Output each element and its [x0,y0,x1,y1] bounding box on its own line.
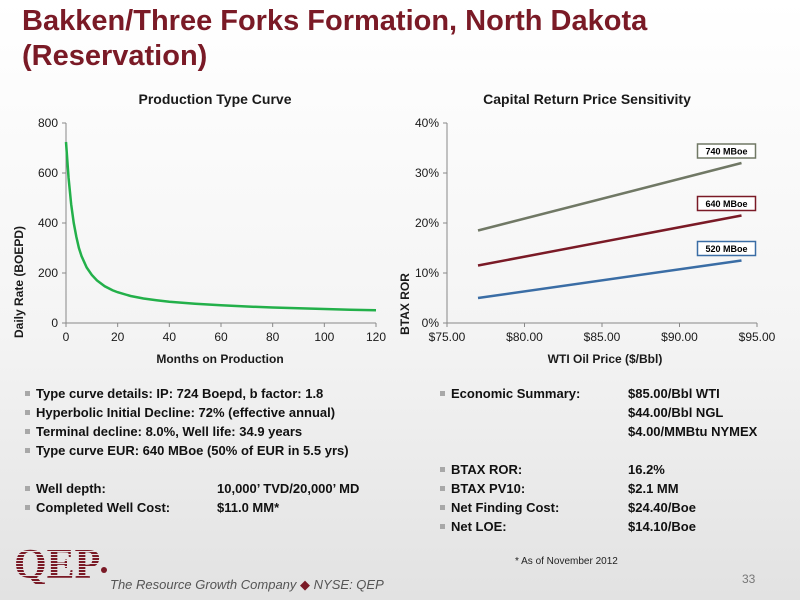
footer-tagline: The Resource Growth Company ◆ NYSE: QEP [110,577,384,592]
chart1-y-tick-label: 0 [51,316,58,330]
chart2-series-label-2: 520 MBoe [705,244,747,254]
chart2-series-label-box-2 [696,240,757,257]
chart1-x-tick-label: 0 [63,330,70,344]
chart1-x-tick-label: 120 [366,330,386,344]
btax-pv10-value: $2.1 MM [628,481,679,496]
chart2-series-label-0: 740 MBoe [705,147,747,157]
btax-ror-value: 16.2% [628,462,665,477]
chart1-series-line-0 [64,141,377,312]
bullet-completed-well-cost: Completed Well Cost: $11.0 MM* [25,498,405,517]
bullet-icon [25,410,30,416]
well-cost-value: $11.0 MM* [217,500,280,515]
chart2-y-tick-label: 0% [422,316,440,330]
bullet-icon [440,524,445,530]
chart2-series-label-box-0 [696,143,757,159]
chart2-series-line-2 [477,259,742,300]
net-finding-cost-value: $24.40/Boe [628,500,696,515]
bullet-btax-pv10: BTAX PV10: $2.1 MM [440,479,790,498]
chart1-x-tick-label: 100 [314,330,334,344]
bullet-economic-summary: Economic Summary: $85.00/Bbl WTI [440,384,790,403]
bullet-icon [25,391,30,397]
bullet-type-curve-details: Type curve details: IP: 724 Boepd, b fac… [25,384,323,403]
economic-value-wti: $85.00/Bbl WTI [628,386,720,401]
chart2-y-tick-label: 40% [415,116,439,130]
bullet-well-depth: Well depth: 10,000’ TVD/20,000’ MD [25,479,405,498]
chart2-series-label-box-1 [696,195,757,212]
bullet-net-loe: Net LOE: $14.10/Boe [440,517,790,536]
qep-logo: QEP [14,542,107,588]
chart2-x-tick-label: $90.00 [661,330,698,344]
chart1-y-tick-label: 600 [38,166,58,180]
chart2-x-tick-label: $95.00 [739,330,776,344]
page-number: 33 [742,572,756,586]
chart1-y-tick-label: 800 [38,116,58,130]
bullet-net-finding-cost: Net Finding Cost: $24.40/Boe [440,498,790,517]
chart2-x-tick-label: $85.00 [584,330,621,344]
chart1-y-tick-label: 200 [38,266,58,280]
bullet-icon [440,391,445,397]
well-depth-value: 10,000’ TVD/20,000’ MD [217,481,360,496]
bullet-terminal-decline: Terminal decline: 8.0%, Well life: 34.9 … [25,422,302,441]
bullet-btax-ror: BTAX ROR: 16.2% [440,460,790,479]
logo-text: QEP [14,542,100,588]
bullet-icon [440,505,445,511]
net-loe-value: $14.10/Boe [628,519,696,534]
footnote: * As of November 2012 [515,556,618,567]
chart2-x-tick-label: $75.00 [429,330,466,344]
slide-title: Bakken/Three Forks Formation, North Dako… [22,5,648,72]
logo-registered-mark [101,567,107,573]
chart2-series-label-1: 640 MBoe [705,199,747,209]
chart1-y-tick-label: 400 [38,216,58,230]
chart2-title: Capital Return Price Sensitivity [483,91,691,107]
bullet-type-curve-eur: Type curve EUR: 640 MBoe (50% of EUR in … [25,441,349,460]
chart1-x-tick-label: 80 [266,330,280,344]
chart2-series-line-0 [477,161,742,232]
bullet-icon [440,486,445,492]
chart1-ylabel: Daily Rate (BOEPD) [12,226,26,338]
bullet-hyperbolic-decline: Hyperbolic Initial Decline: 72% (effecti… [25,403,335,422]
bullet-icon [25,505,30,511]
bullet-icon [25,429,30,435]
chart2-series-line-1 [477,214,742,267]
bullet-icon [25,486,30,492]
capital-return-price-sensitivity-chart: Capital Return Price Sensitivity $75.00 $… [398,91,776,366]
bullet-icon [440,467,445,473]
bullet-icon [25,448,30,454]
chart1-xlabel: Months on Production [156,352,283,366]
chart1-x-tick-label: 60 [214,330,228,344]
chart2-ylabel: BTAX ROR [398,273,412,335]
chart2-y-tick-label: 10% [415,266,439,280]
chart1-x-tick-label: 20 [111,330,125,344]
chart2-x-tick-label: $80.00 [506,330,543,344]
chart2-xlabel: WTI Oil Price ($/Bbl) [548,352,663,366]
chart1-x-tick-label: 40 [163,330,177,344]
chart2-y-tick-label: 20% [415,216,439,230]
economic-value-nymex: $4.00/MMBtu NYMEX [628,424,758,439]
diamond-icon: ◆ [300,577,311,592]
economic-value-ngl: $44.00/Bbl NGL [628,405,724,420]
chart1-title: Production Type Curve [139,91,292,107]
production-type-curve-chart: Production Type Curve 0 20 40 60 80 100 120 0 20… [12,91,386,366]
chart2-y-tick-label: 30% [415,166,439,180]
